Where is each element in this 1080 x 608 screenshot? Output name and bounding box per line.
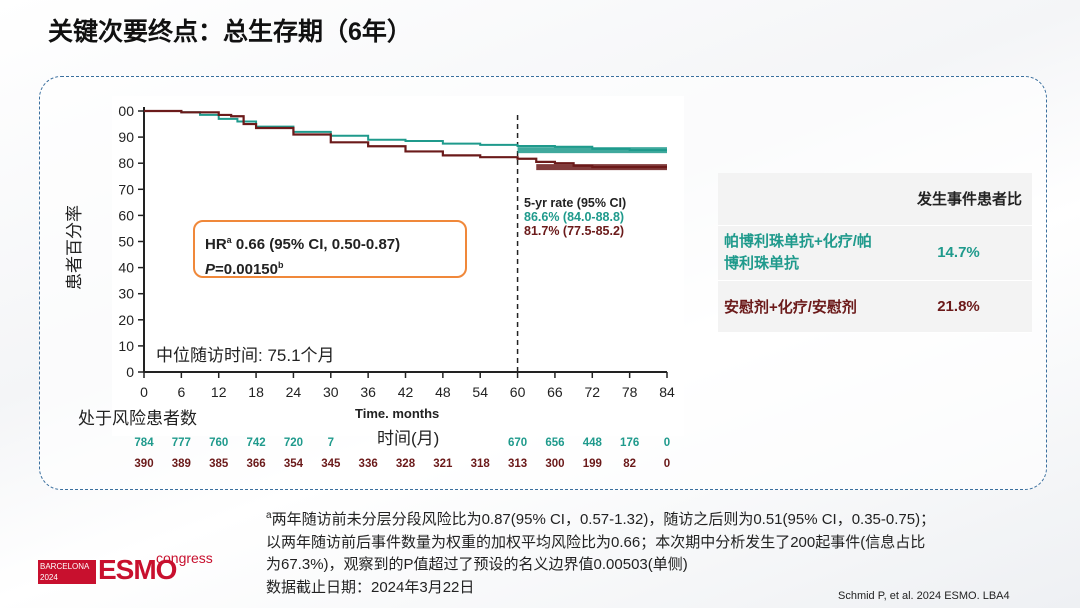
at-risk-arm2: 0 [663, 458, 671, 470]
event-header: 发生事件患者比 [885, 173, 1032, 226]
at-risk-arm1: 670 [507, 437, 528, 449]
y-tick-label: 10 [118, 338, 134, 354]
arm2-label: 安慰剂+化疗/安慰剂 [718, 280, 885, 333]
x-tick-label: 18 [248, 384, 264, 400]
page-title: 关键次要终点：总生存期（6年） [48, 18, 412, 46]
x-tick-label: 84 [659, 384, 675, 400]
at-risk-arm1: 656 [545, 437, 565, 449]
x-tick-label: 12 [211, 384, 227, 400]
x-tick-label: 54 [472, 384, 488, 400]
footnote: a两年随访前未分层分段风险比为0.87(95% CI，0.57-1.32)，随访… [266, 505, 935, 599]
at-risk-arm1: 777 [171, 437, 191, 449]
x-tick-label: 0 [140, 384, 148, 400]
x-tick-label: 60 [510, 384, 526, 400]
at-risk-arm2: 389 [171, 458, 191, 470]
x-tick-label: 30 [323, 384, 339, 400]
at-risk-arm2: 390 [134, 458, 154, 470]
logo-brand: ESMO [98, 554, 177, 585]
five-year-rate: 5-yr rate (95% CI) 86.6% (84.0-88.8) 81.… [524, 196, 626, 238]
hr-sup: a [226, 235, 232, 245]
at-risk-arm2: 313 [507, 458, 528, 470]
median-followup: 中位随访时间: 75.1个月 [156, 341, 335, 366]
y-tick-label: 20 [118, 312, 134, 328]
y-tick-label: 50 [118, 234, 134, 250]
logo-city: BARCELONA [40, 562, 90, 571]
rate-arm1: 86.6% (84.0-88.8) [524, 210, 625, 224]
at-risk-arm1: 760 [209, 437, 229, 449]
x-tick-label: 48 [435, 384, 451, 400]
km-curve-arm1 [144, 110, 667, 152]
rate-title: 5-yr rate (95% CI) [524, 196, 627, 210]
arm1-label: 帕博利珠单抗+化疗/帕博利珠单抗 [718, 225, 885, 281]
at-risk-arm1: 448 [582, 437, 602, 449]
logo-year: 2024 [40, 573, 58, 582]
censor-band-arm2 [536, 164, 667, 171]
x-tick-label: 42 [398, 384, 414, 400]
y-tick-label: 40 [118, 260, 134, 276]
citation: Schmid P, et al. 2024 ESMO. LBA4 [838, 590, 1010, 602]
footnote-line4: 数据截止日期：2024年3月22日 [266, 578, 475, 596]
at-risk-arm2: 336 [358, 458, 378, 470]
at-risk-arm2: 300 [545, 458, 565, 470]
censor-band-arm1 [517, 147, 667, 154]
at-risk-arm2: 321 [433, 458, 453, 470]
y-axis-label: 患者百分率 [65, 205, 84, 290]
hr-prefix: HR [205, 236, 227, 253]
x-tick-label: 66 [547, 384, 563, 400]
at-risk-arm1: 720 [283, 437, 304, 449]
at-risk-arm2: 199 [582, 458, 602, 470]
at-risk-arm1: 7 [327, 437, 334, 449]
y-tick-label: 70 [118, 181, 134, 197]
at-risk-arm1: 176 [620, 437, 640, 449]
at-risk-arm1: 0 [663, 437, 671, 449]
p-sup: b [278, 260, 284, 270]
x-axis-label-cn: 时间(月) [377, 429, 440, 448]
x-tick-label: 24 [286, 384, 302, 400]
y-tick-label: 60 [118, 207, 134, 223]
arm1-value: 14.7% [885, 225, 1032, 281]
km-curve-arm2 [144, 109, 667, 169]
y-tick-label: 80 [118, 155, 134, 171]
hr-box: HRa 0.66 (95% CI, 0.50-0.87) P=0.00150b [193, 220, 467, 278]
x-tick-label: 36 [360, 384, 376, 400]
at-risk-label: 处于风险患者数 [78, 409, 197, 428]
at-risk-arm2: 366 [246, 458, 266, 470]
x-tick-label: 6 [177, 384, 185, 400]
y-tick-label: 00 [118, 103, 134, 119]
footnote-line3: 为67.3%)，观察到的P值超过了预设的名义边界值0.00503(单侧) [266, 556, 688, 573]
rate-arm2: 81.7% (77.5-85.2) [524, 224, 625, 238]
p-label: P [205, 261, 216, 278]
y-tick-label: 0 [126, 364, 134, 380]
x-tick-label: 72 [584, 384, 600, 400]
event-table: 发生事件患者比 帕博利珠单抗+化疗/帕博利珠单抗 14.7% 安慰剂+化疗/安慰剂… [718, 173, 1032, 333]
y-tick-label: 90 [118, 129, 134, 145]
at-risk-arm2: 82 [623, 458, 637, 470]
at-risk-arm2: 354 [283, 458, 304, 470]
p-value: =0.00150 [215, 261, 278, 278]
at-risk-arm2: 328 [395, 458, 416, 470]
x-tick-label: 78 [622, 384, 638, 400]
footnote-line1: 两年随访前未分层分段风险比为0.87(95% CI，0.57-1.32)，随访之… [271, 511, 936, 528]
arm2-value: 21.8% [885, 280, 1032, 333]
at-risk-arm1: 784 [134, 437, 154, 449]
logo-suffix: congress [156, 550, 213, 566]
footnote-line2: 以两年随访前后事件数量为权重的加权平均风险比为0.66；本次期中分析发生了200… [266, 533, 926, 551]
at-risk-arm2: 345 [321, 458, 341, 470]
footnote-sup: a [266, 510, 272, 521]
at-risk-arm1: 742 [246, 437, 266, 449]
at-risk-arm2: 385 [209, 458, 229, 470]
y-tick-label: 30 [118, 286, 134, 302]
hr-value: 0.66 (95% CI, 0.50-0.87) [235, 236, 401, 253]
x-axis-label: Time. months [355, 406, 440, 421]
at-risk-arm2: 318 [470, 458, 490, 470]
